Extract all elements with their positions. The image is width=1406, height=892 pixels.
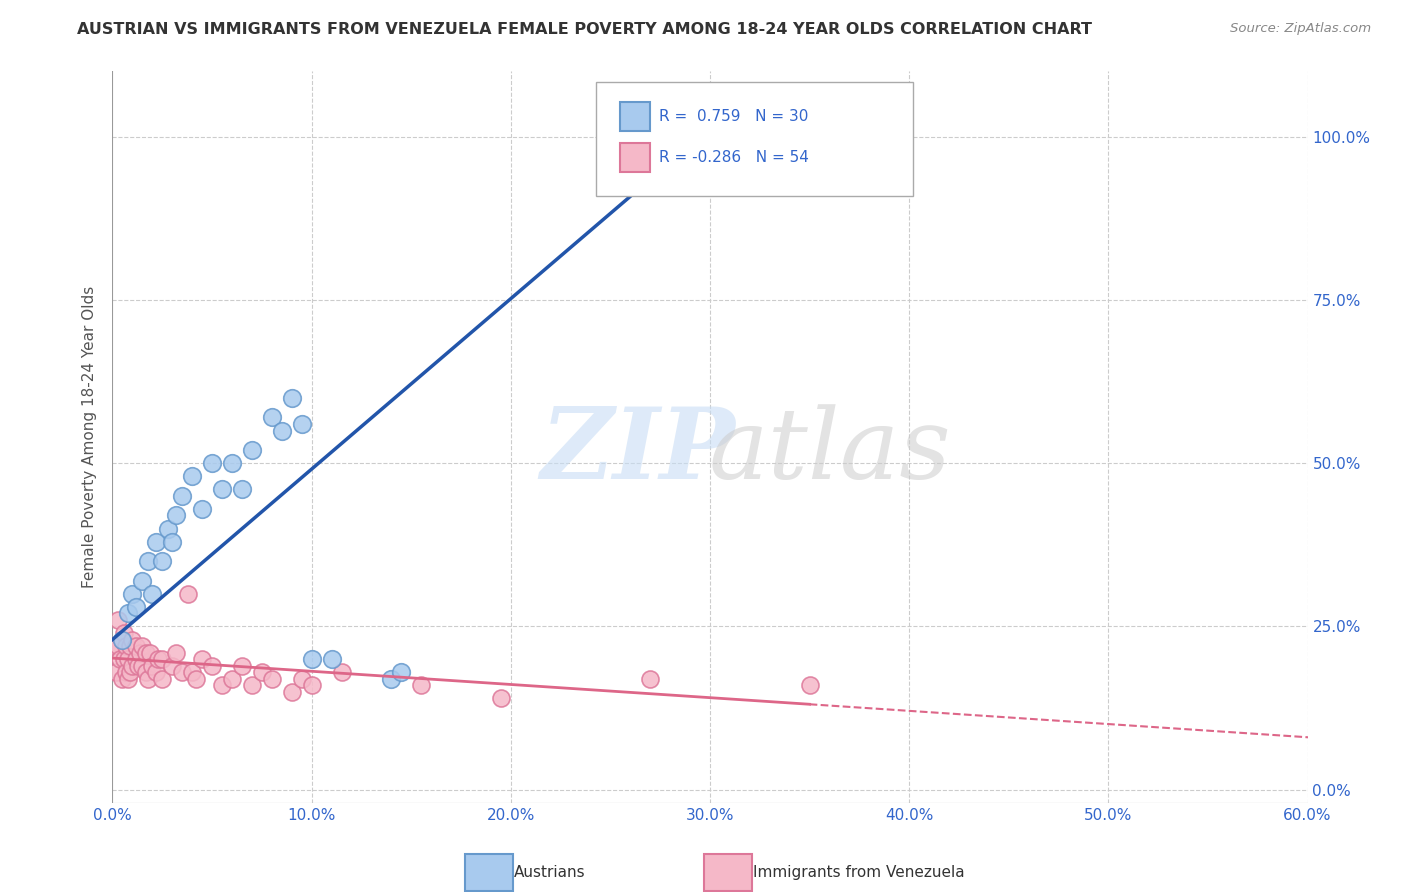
Point [114,652,135,666]
Point [301,678,323,692]
Point [240,678,263,692]
Point [211,483,233,497]
Text: Austrians: Austrians [515,864,586,880]
Point [380,672,402,686]
Point [121,632,143,647]
FancyBboxPatch shape [704,854,752,890]
Point [172,665,194,680]
Point [114,626,135,640]
Text: R =  0.759   N = 30: R = 0.759 N = 30 [658,109,808,124]
Point [101,639,124,653]
Point [117,652,139,666]
Point [157,521,180,535]
Text: ZIP: ZIP [541,403,735,500]
Point [125,639,148,653]
Point [127,658,149,673]
Point [117,607,139,621]
Point [121,587,143,601]
Point [138,554,160,568]
Point [250,665,273,680]
Point [679,129,702,144]
Point [281,391,304,405]
Point [321,652,343,666]
Point [330,665,353,680]
FancyBboxPatch shape [465,854,513,890]
Point [281,685,304,699]
Point [138,672,160,686]
Point [301,652,323,666]
Point [221,672,243,686]
Point [120,639,142,653]
Point [139,646,162,660]
Text: AUSTRIAN VS IMMIGRANTS FROM VENEZUELA FEMALE POVERTY AMONG 18-24 YEAR OLDS CORRE: AUSTRIAN VS IMMIGRANTS FROM VENEZUELA FE… [77,22,1092,37]
Point [211,678,233,692]
Point [107,613,129,627]
Point [145,534,167,549]
FancyBboxPatch shape [620,102,651,131]
Point [699,129,721,144]
Point [186,672,208,686]
Text: Immigrants from Venezuela: Immigrants from Venezuela [754,864,965,880]
FancyBboxPatch shape [620,143,651,172]
Point [260,410,283,425]
Point [240,443,263,458]
Point [191,652,214,666]
Point [131,658,153,673]
Point [107,639,129,653]
Point [201,658,224,673]
Point [145,665,167,680]
Text: atlas: atlas [709,404,950,500]
Point [640,672,662,686]
Point [181,665,204,680]
Point [129,646,152,660]
Point [150,672,173,686]
Point [115,665,138,680]
FancyBboxPatch shape [596,82,914,195]
Point [117,672,139,686]
Point [120,665,142,680]
Point [177,587,200,601]
Point [231,658,253,673]
Point [125,652,148,666]
Point [135,665,157,680]
Point [162,534,183,549]
Point [181,469,204,483]
Point [115,639,138,653]
Point [201,456,224,470]
Point [291,417,314,431]
Text: Source: ZipAtlas.com: Source: ZipAtlas.com [1230,22,1371,36]
Point [191,502,214,516]
Point [111,632,134,647]
Point [110,652,132,666]
Point [270,424,292,438]
Y-axis label: Female Poverty Among 18-24 Year Olds: Female Poverty Among 18-24 Year Olds [82,286,97,588]
Point [141,658,163,673]
Point [389,665,412,680]
Point [135,646,157,660]
Point [489,691,512,706]
Point [150,554,173,568]
Point [105,665,128,680]
Point [131,639,153,653]
Point [125,599,148,614]
Point [165,508,187,523]
Point [162,658,183,673]
Point [150,652,173,666]
Point [291,672,314,686]
Point [411,678,433,692]
Point [148,652,170,666]
Point [111,632,134,647]
Point [121,658,143,673]
Point [221,456,243,470]
Point [165,646,187,660]
Point [231,483,253,497]
Point [172,489,194,503]
Point [141,587,163,601]
Point [131,574,153,588]
Point [111,672,134,686]
Text: R = -0.286   N = 54: R = -0.286 N = 54 [658,150,808,165]
Point [799,678,821,692]
Point [260,672,283,686]
